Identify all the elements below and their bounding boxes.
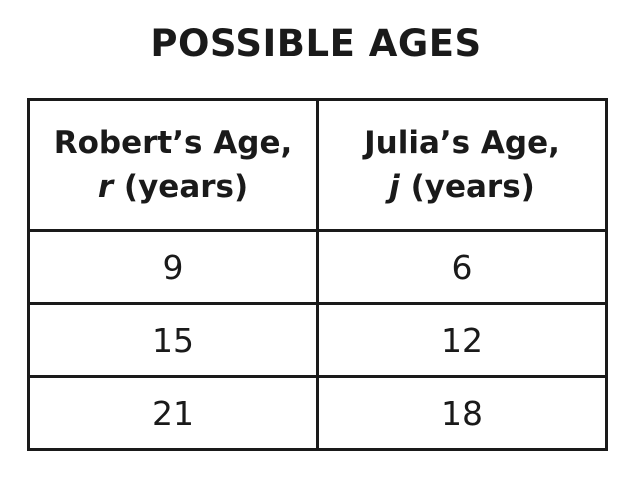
julia-age-cell: 6 bbox=[316, 229, 608, 305]
table-row: 15 12 bbox=[27, 302, 608, 378]
header-row: Robert’s Age, r (years) Julia’s Age, j (… bbox=[27, 98, 608, 232]
robert-age-cell: 15 bbox=[27, 302, 319, 378]
table-row: 9 6 bbox=[27, 229, 608, 305]
header-robert-variable: r bbox=[97, 169, 114, 205]
robert-age-cell: 9 bbox=[27, 229, 319, 305]
julia-age-cell: 12 bbox=[316, 302, 608, 378]
header-robert-unit: (years) bbox=[123, 169, 249, 205]
header-julia-variable: j bbox=[389, 169, 400, 205]
possible-ages-table: Robert’s Age, r (years) Julia’s Age, j (… bbox=[27, 98, 608, 451]
table-header: Robert’s Age, r (years) Julia’s Age, j (… bbox=[27, 98, 608, 232]
header-julia-unit: (years) bbox=[410, 169, 535, 205]
header-robert-age: Robert’s Age, r (years) bbox=[27, 98, 319, 232]
table-title: POSSIBLE AGES bbox=[150, 22, 482, 65]
table-body: 9 6 15 12 21 18 bbox=[27, 229, 608, 451]
robert-age-cell: 21 bbox=[27, 375, 319, 451]
header-robert-label: Robert’s Age, bbox=[53, 125, 293, 161]
header-julia-age: Julia’s Age, j (years) bbox=[316, 98, 608, 232]
table-row: 21 18 bbox=[27, 375, 608, 451]
julia-age-cell: 18 bbox=[316, 375, 608, 451]
header-julia-label: Julia’s Age, bbox=[364, 125, 560, 161]
